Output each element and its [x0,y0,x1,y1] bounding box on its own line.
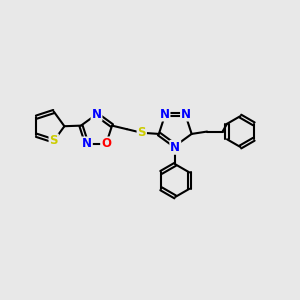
Text: O: O [101,137,111,150]
Text: S: S [50,134,58,147]
Text: N: N [160,108,170,121]
Text: N: N [181,108,191,121]
Text: N: N [170,141,180,154]
Text: N: N [92,108,101,121]
Text: S: S [137,126,146,139]
Text: N: N [82,137,92,150]
